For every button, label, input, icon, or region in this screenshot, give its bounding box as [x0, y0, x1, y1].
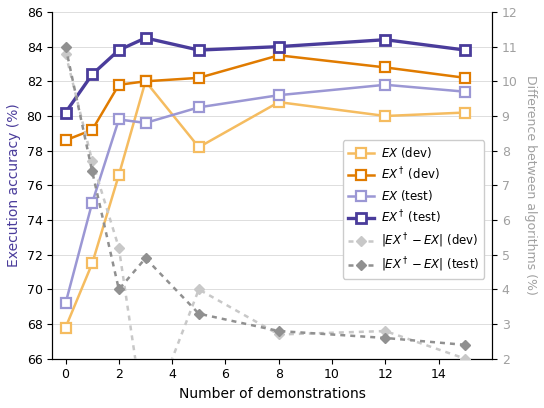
$\it{EX}$ (dev)	[115, 173, 122, 177]
$\it{EX}$ (test)	[62, 301, 69, 306]
Legend: $\it{EX}$ (dev), $\it{EX}$$^\dagger$ (dev), $\it{EX}$ (test), $\it{EX}$$^\dagger: $\it{EX}$ (dev), $\it{EX}$$^\dagger$ (de…	[343, 140, 484, 279]
$\it{EX}$$^\dagger$ (dev)	[275, 53, 282, 58]
$|EX^\dagger - EX|$ (test)	[382, 335, 388, 340]
$|EX^\dagger - EX|$ (test)	[275, 328, 282, 333]
$\it{EX}$$^\dagger$ (test)	[382, 37, 388, 42]
$|EX^\dagger - EX|$ (test)	[62, 44, 69, 49]
$\it{EX}$ (dev)	[89, 261, 95, 266]
$|EX^\dagger - EX|$ (dev)	[115, 245, 122, 250]
$\it{EX}$ (test)	[115, 117, 122, 122]
Line: $\it{EX}$ (dev): $\it{EX}$ (dev)	[61, 77, 470, 332]
$\it{EX}$ (dev)	[275, 100, 282, 104]
$|EX^\dagger - EX|$ (dev)	[89, 159, 95, 164]
$\it{EX}$$^\dagger$ (dev)	[142, 79, 149, 84]
$\it{EX}$$^\dagger$ (dev)	[195, 75, 202, 80]
$\it{EX}$ (test)	[462, 89, 468, 94]
Line: $|EX^\dagger - EX|$ (test): $|EX^\dagger - EX|$ (test)	[61, 43, 469, 349]
$|EX^\dagger - EX|$ (test)	[462, 342, 468, 347]
Y-axis label: Difference between algorithms (%): Difference between algorithms (%)	[524, 75, 537, 295]
$|EX^\dagger - EX|$ (test)	[115, 287, 122, 292]
Line: $\it{EX}$ (test): $\it{EX}$ (test)	[61, 80, 470, 308]
$\it{EX}$ (dev)	[462, 110, 468, 115]
$\it{EX}$ (test)	[89, 200, 95, 205]
$\it{EX}$ (test)	[275, 93, 282, 98]
Line: $\it{EX}$$^\dagger$ (test): $\it{EX}$$^\dagger$ (test)	[61, 33, 470, 117]
$\it{EX}$$^\dagger$ (test)	[195, 48, 202, 53]
X-axis label: Number of demonstrations: Number of demonstrations	[178, 387, 366, 401]
$|EX^\dagger - EX|$ (dev)	[462, 356, 468, 361]
Line: $\it{EX}$$^\dagger$ (dev): $\it{EX}$$^\dagger$ (dev)	[61, 51, 470, 145]
$\it{EX}$ (dev)	[142, 79, 149, 84]
$\it{EX}$$^\dagger$ (test)	[142, 35, 149, 40]
$\it{EX}$ (dev)	[382, 113, 388, 118]
$|EX^\dagger - EX|$ (dev)	[275, 332, 282, 337]
$|EX^\dagger - EX|$ (dev)	[195, 287, 202, 292]
$\it{EX}$ (test)	[142, 120, 149, 125]
Y-axis label: Execution accuracy (%): Execution accuracy (%)	[7, 104, 21, 267]
$|EX^\dagger - EX|$ (test)	[195, 311, 202, 316]
$\it{EX}$$^\dagger$ (dev)	[89, 127, 95, 132]
Line: $|EX^\dagger - EX|$ (dev): $|EX^\dagger - EX|$ (dev)	[61, 50, 469, 408]
$\it{EX}$$^\dagger$ (test)	[462, 48, 468, 53]
$\it{EX}$$^\dagger$ (dev)	[115, 82, 122, 87]
$|EX^\dagger - EX|$ (dev)	[382, 328, 388, 333]
$|EX^\dagger - EX|$ (test)	[89, 169, 95, 174]
$\it{EX}$$^\dagger$ (test)	[89, 72, 95, 77]
$\it{EX}$$^\dagger$ (test)	[62, 110, 69, 115]
$\it{EX}$$^\dagger$ (test)	[275, 44, 282, 49]
$\it{EX}$ (test)	[382, 82, 388, 87]
$\it{EX}$ (dev)	[195, 145, 202, 150]
$\it{EX}$$^\dagger$ (test)	[115, 48, 122, 53]
$\it{EX}$ (test)	[195, 105, 202, 110]
$\it{EX}$ (dev)	[62, 325, 69, 330]
$\it{EX}$$^\dagger$ (dev)	[382, 65, 388, 70]
$|EX^\dagger - EX|$ (test)	[142, 256, 149, 261]
$\it{EX}$$^\dagger$ (dev)	[62, 138, 69, 143]
$\it{EX}$$^\dagger$ (dev)	[462, 75, 468, 80]
$|EX^\dagger - EX|$ (dev)	[62, 51, 69, 56]
